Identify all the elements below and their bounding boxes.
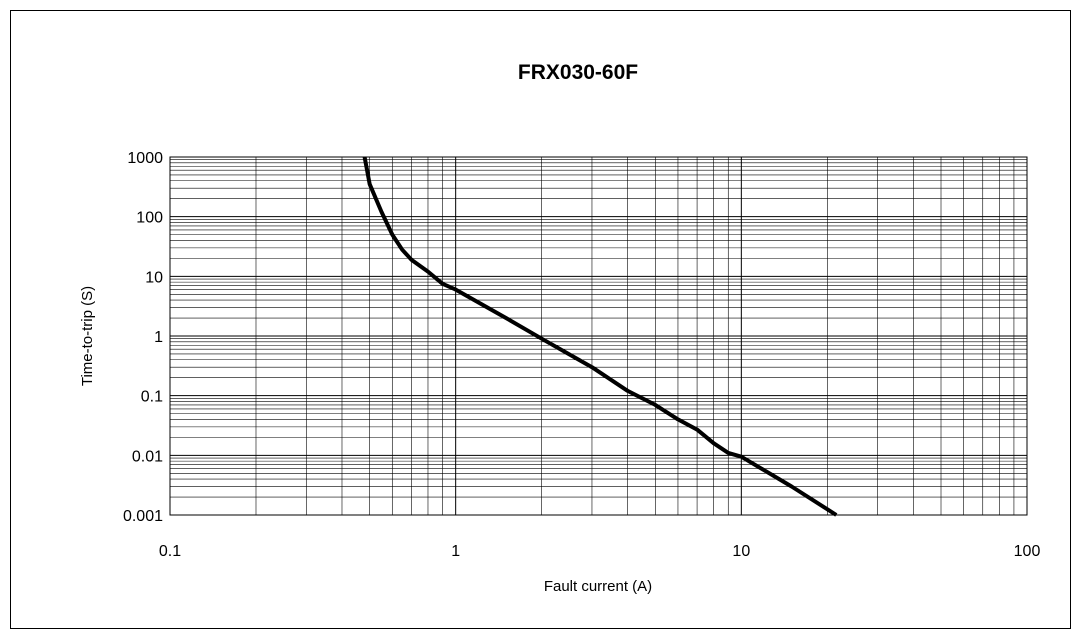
grid [169,157,1027,516]
y-tick-label: 10 [145,269,163,286]
y-tick-label: 1000 [127,150,163,167]
plot-area [169,156,1028,516]
chart-title: FRX030-60F [518,61,638,84]
tick-labels: 0.1 1 10 100 1000 100 10 1 0.1 0.01 0.001 [123,150,1040,560]
x-tick-label: 1 [451,543,460,560]
x-tick-label: 100 [1014,543,1041,560]
y-axis-label: Time-to-trip (S) [79,286,96,386]
y-tick-label: 0.1 [141,389,163,406]
series [362,156,838,517]
y-tick-label: 100 [136,210,163,227]
x-axis-label: Fault current (A) [544,578,652,595]
x-tick-label: 10 [732,543,750,560]
series-line [362,156,838,517]
y-tick-label: 0.01 [132,448,163,465]
chart-frame: FRX030-60F 0.1 1 10 100 1000 100 10 1 0.1 0.01 0.0… [10,10,1071,629]
chart-svg: FRX030-60F 0.1 1 10 100 1000 100 10 1 0.1 0.01 0.0… [79,61,1040,595]
y-tick-label: 0.001 [123,508,163,525]
x-tick-label: 0.1 [159,543,181,560]
y-tick-label: 1 [154,329,163,346]
